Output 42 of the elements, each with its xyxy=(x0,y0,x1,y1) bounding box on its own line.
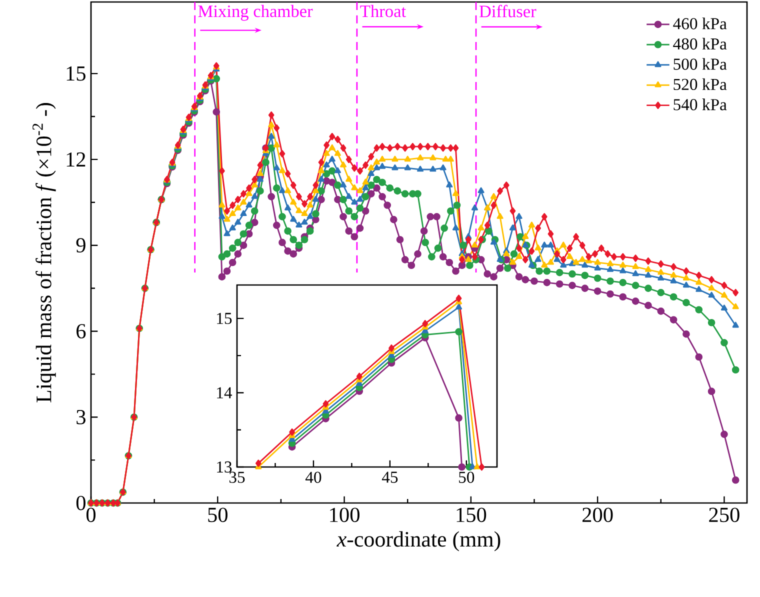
point xyxy=(422,320,428,328)
x-tick-label: 200 xyxy=(582,508,613,522)
point xyxy=(255,460,262,467)
ref-line-label: Mixing chamber xyxy=(198,4,313,21)
x-tick-label: 0 xyxy=(86,508,96,522)
point xyxy=(455,328,462,336)
point xyxy=(289,428,295,436)
y-tick-label: 13 xyxy=(217,461,232,473)
x-tick-label: 100 xyxy=(330,508,360,522)
y-tick-label: 15 xyxy=(217,312,232,324)
x-axis-title: x-coordinate (mm) xyxy=(336,531,500,552)
y-tick-label: 9 xyxy=(76,238,86,253)
y-tick-label: 12 xyxy=(66,152,86,167)
point xyxy=(458,463,466,471)
x-tick-label: 45 xyxy=(382,472,398,483)
legend-label: 480 kPa xyxy=(673,38,727,50)
legend-label: 540 kPa xyxy=(674,98,727,110)
x-tick-label: 40 xyxy=(305,472,322,483)
legend-label: 500 kPa xyxy=(674,58,727,70)
x-tick-label: 50 xyxy=(208,508,228,522)
point xyxy=(456,294,462,302)
y-tick-label: 15 xyxy=(66,66,86,81)
legend-label: 460 kPa xyxy=(673,18,727,30)
y-tick-label: 3 xyxy=(76,410,86,424)
ref-line-label: Throat xyxy=(360,4,406,18)
point xyxy=(322,400,329,408)
x-tick-label: 150 xyxy=(456,508,486,522)
point xyxy=(455,414,462,422)
y-axis-title: Liquid mass of fraction f (×10$^{-2}$ -) xyxy=(32,103,56,402)
x-tick-label: 250 xyxy=(709,508,740,522)
point xyxy=(455,304,462,310)
y-tick-label: 6 xyxy=(76,324,86,338)
x-tick-label: 50 xyxy=(459,472,474,483)
point xyxy=(388,344,394,352)
point xyxy=(478,463,485,471)
point xyxy=(356,372,362,380)
y-tick-label: 14 xyxy=(217,387,232,398)
legend-label: 520 kPa xyxy=(674,78,727,90)
y-tick-label: 0 xyxy=(76,496,86,510)
point xyxy=(474,463,480,470)
x-tick-label: 35 xyxy=(229,472,245,483)
ref-line-label: Diffuser xyxy=(479,4,536,18)
